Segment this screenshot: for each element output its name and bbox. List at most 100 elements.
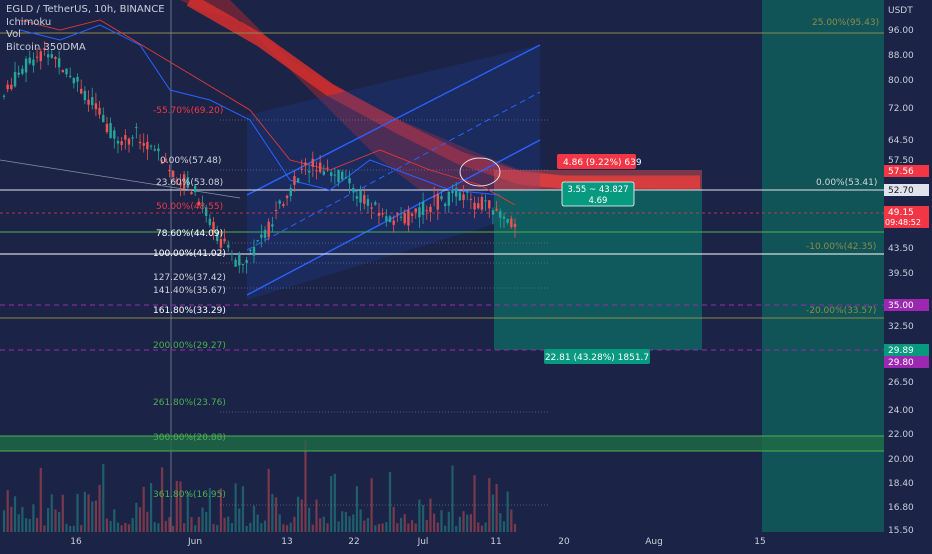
candle-body	[138, 141, 142, 144]
volume-bar	[300, 499, 303, 532]
stop-zone	[494, 170, 702, 190]
fib-labels-right: 25.00%(95.43) 0.00%(53.41) -10.00%(42.35) -…	[806, 18, 879, 316]
candle-body	[322, 171, 326, 175]
candle-body	[278, 200, 281, 204]
fib-label-left: 200.00%(29.27)	[153, 341, 226, 351]
candle-body	[80, 88, 83, 94]
volume-bar	[469, 514, 472, 532]
indicator-bitcoin-350dma[interactable]: Bitcoin 350DMA	[6, 41, 86, 53]
candle-body	[208, 218, 212, 226]
channel-fill	[247, 45, 540, 300]
candle-body	[32, 59, 35, 66]
volume-bar	[271, 493, 274, 532]
volume-bar	[513, 523, 517, 532]
volume-bar	[142, 486, 145, 532]
time-tick-label: 20	[558, 537, 570, 547]
volume-bar	[113, 509, 116, 532]
time-tick-label: 16	[70, 537, 82, 547]
candle-body	[230, 253, 234, 255]
volume-bar	[157, 523, 160, 532]
volume-bar	[462, 511, 465, 532]
candle-body	[204, 207, 208, 216]
candle-body	[329, 172, 333, 176]
candle-body	[458, 192, 462, 201]
volume-bar	[120, 525, 123, 532]
price-axis[interactable]: USDT 96.00 88.00 80.00 72.00 64.50 57.50 43.50 3…	[888, 6, 914, 536]
candle-body	[227, 244, 230, 248]
volume-bar	[352, 514, 355, 532]
candle-body	[238, 254, 241, 266]
target-label-text: 22.81 (43.28%) 1851.7	[545, 353, 649, 363]
fib-label-left: 161.80%(33.29)	[153, 306, 226, 316]
volume-bar	[421, 504, 425, 532]
volume-bar	[47, 508, 50, 532]
candle-body	[466, 191, 469, 193]
candle-body	[2, 95, 6, 97]
volume-bar	[160, 467, 164, 532]
time-axis[interactable]: 16 Jun 13 22 Jul 11 20 Aug 15	[70, 537, 765, 547]
volume-bar	[24, 518, 28, 532]
volume-bar	[297, 496, 300, 532]
price-tag-box	[884, 299, 929, 311]
symbol-title[interactable]: EGLD / TetherUS, 10h, BINANCE	[6, 4, 165, 15]
candle-body	[164, 158, 167, 162]
indicator-ichimoku[interactable]: Ichimoku	[6, 16, 52, 28]
volume-bar	[72, 525, 75, 532]
volume-bar	[267, 468, 270, 532]
fib-label-right: 25.00%(95.43)	[812, 18, 879, 28]
candle-body	[421, 201, 425, 215]
volume-bar	[109, 520, 112, 532]
candle-body	[436, 193, 439, 210]
candle-body	[39, 51, 42, 62]
volume-bar	[127, 524, 131, 532]
volume-bar	[436, 522, 439, 532]
candle-body	[54, 57, 57, 60]
chart-legend: EGLD / TetherUS, 10h, BINANCE Ichimoku V…	[6, 4, 165, 54]
candle-body	[366, 199, 370, 206]
price-tag-text: 52.70	[888, 186, 914, 196]
volume-bar	[124, 523, 127, 532]
volume-bar	[205, 512, 208, 532]
fib-label-left: 78.60%(44.09)	[156, 229, 223, 239]
volume-bar	[374, 525, 377, 532]
volume-bar	[263, 520, 267, 532]
volume-bar	[330, 475, 333, 532]
candle-body	[355, 196, 359, 199]
volume-bar	[256, 514, 259, 532]
volume-bar	[293, 516, 296, 532]
volume-bar	[440, 510, 443, 532]
volume-bar	[138, 507, 142, 532]
indicator-volume[interactable]: Vol	[6, 29, 21, 40]
candle-body	[6, 84, 9, 90]
candle-body	[127, 138, 131, 145]
stop-label-text: 4.86 (9.22%) 639	[563, 158, 642, 168]
candle-body	[499, 211, 502, 218]
candle-body	[396, 213, 399, 215]
candle-body	[344, 177, 348, 179]
candle-body	[307, 170, 311, 173]
candle-body	[473, 202, 476, 210]
candle-body	[113, 130, 116, 139]
candle-body	[10, 84, 13, 90]
volume-bar	[201, 507, 204, 532]
candle-body	[153, 149, 156, 151]
volume-bar	[326, 523, 329, 532]
volume-bar	[444, 525, 447, 532]
candle-body	[219, 239, 223, 248]
volume-bar	[105, 518, 109, 532]
channel-mid	[246, 91, 541, 251]
volume-bar	[190, 517, 193, 532]
candle-body	[131, 137, 134, 139]
fib-label-right: -20.00%(33.57)	[806, 306, 876, 316]
volume-bar	[388, 471, 392, 532]
candle-body	[469, 198, 473, 200]
candle-body	[87, 99, 90, 105]
candle-body	[381, 213, 384, 215]
candle-body	[484, 200, 487, 202]
fib-label-left: 100.00%(41.02)	[153, 249, 226, 259]
volume-bar	[260, 523, 263, 532]
volume-bar	[344, 511, 347, 532]
volume-bar	[43, 525, 46, 532]
